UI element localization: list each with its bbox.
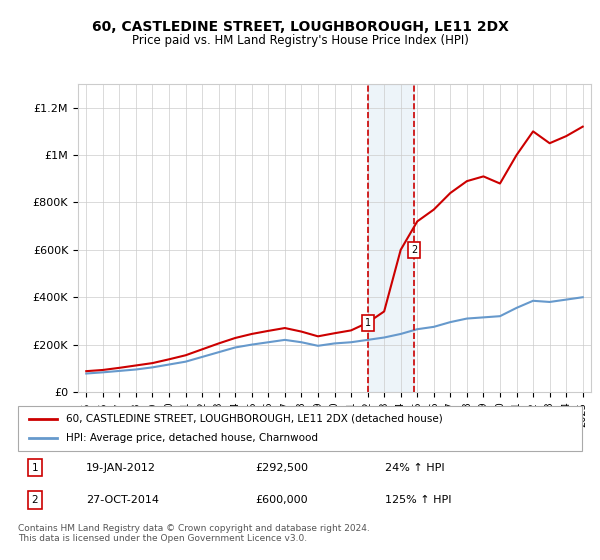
FancyBboxPatch shape xyxy=(18,406,582,451)
Text: 125% ↑ HPI: 125% ↑ HPI xyxy=(385,495,451,505)
Text: 19-JAN-2012: 19-JAN-2012 xyxy=(86,463,155,473)
Text: 1: 1 xyxy=(32,463,38,473)
Text: 60, CASTLEDINE STREET, LOUGHBOROUGH, LE11 2DX (detached house): 60, CASTLEDINE STREET, LOUGHBOROUGH, LE1… xyxy=(66,413,443,423)
Text: £292,500: £292,500 xyxy=(255,463,308,473)
Bar xyxy=(368,84,414,392)
Text: 24% ↑ HPI: 24% ↑ HPI xyxy=(385,463,444,473)
Text: 60, CASTLEDINE STREET, LOUGHBOROUGH, LE11 2DX: 60, CASTLEDINE STREET, LOUGHBOROUGH, LE1… xyxy=(92,20,508,34)
Text: 2: 2 xyxy=(411,245,418,255)
Text: 27-OCT-2014: 27-OCT-2014 xyxy=(86,495,158,505)
Text: £600,000: £600,000 xyxy=(255,495,308,505)
Text: 1: 1 xyxy=(365,318,371,328)
Text: Contains HM Land Registry data © Crown copyright and database right 2024.
This d: Contains HM Land Registry data © Crown c… xyxy=(18,524,370,543)
Text: HPI: Average price, detached house, Charnwood: HPI: Average price, detached house, Char… xyxy=(66,433,318,444)
Text: 2: 2 xyxy=(32,495,38,505)
Text: Price paid vs. HM Land Registry's House Price Index (HPI): Price paid vs. HM Land Registry's House … xyxy=(131,34,469,46)
